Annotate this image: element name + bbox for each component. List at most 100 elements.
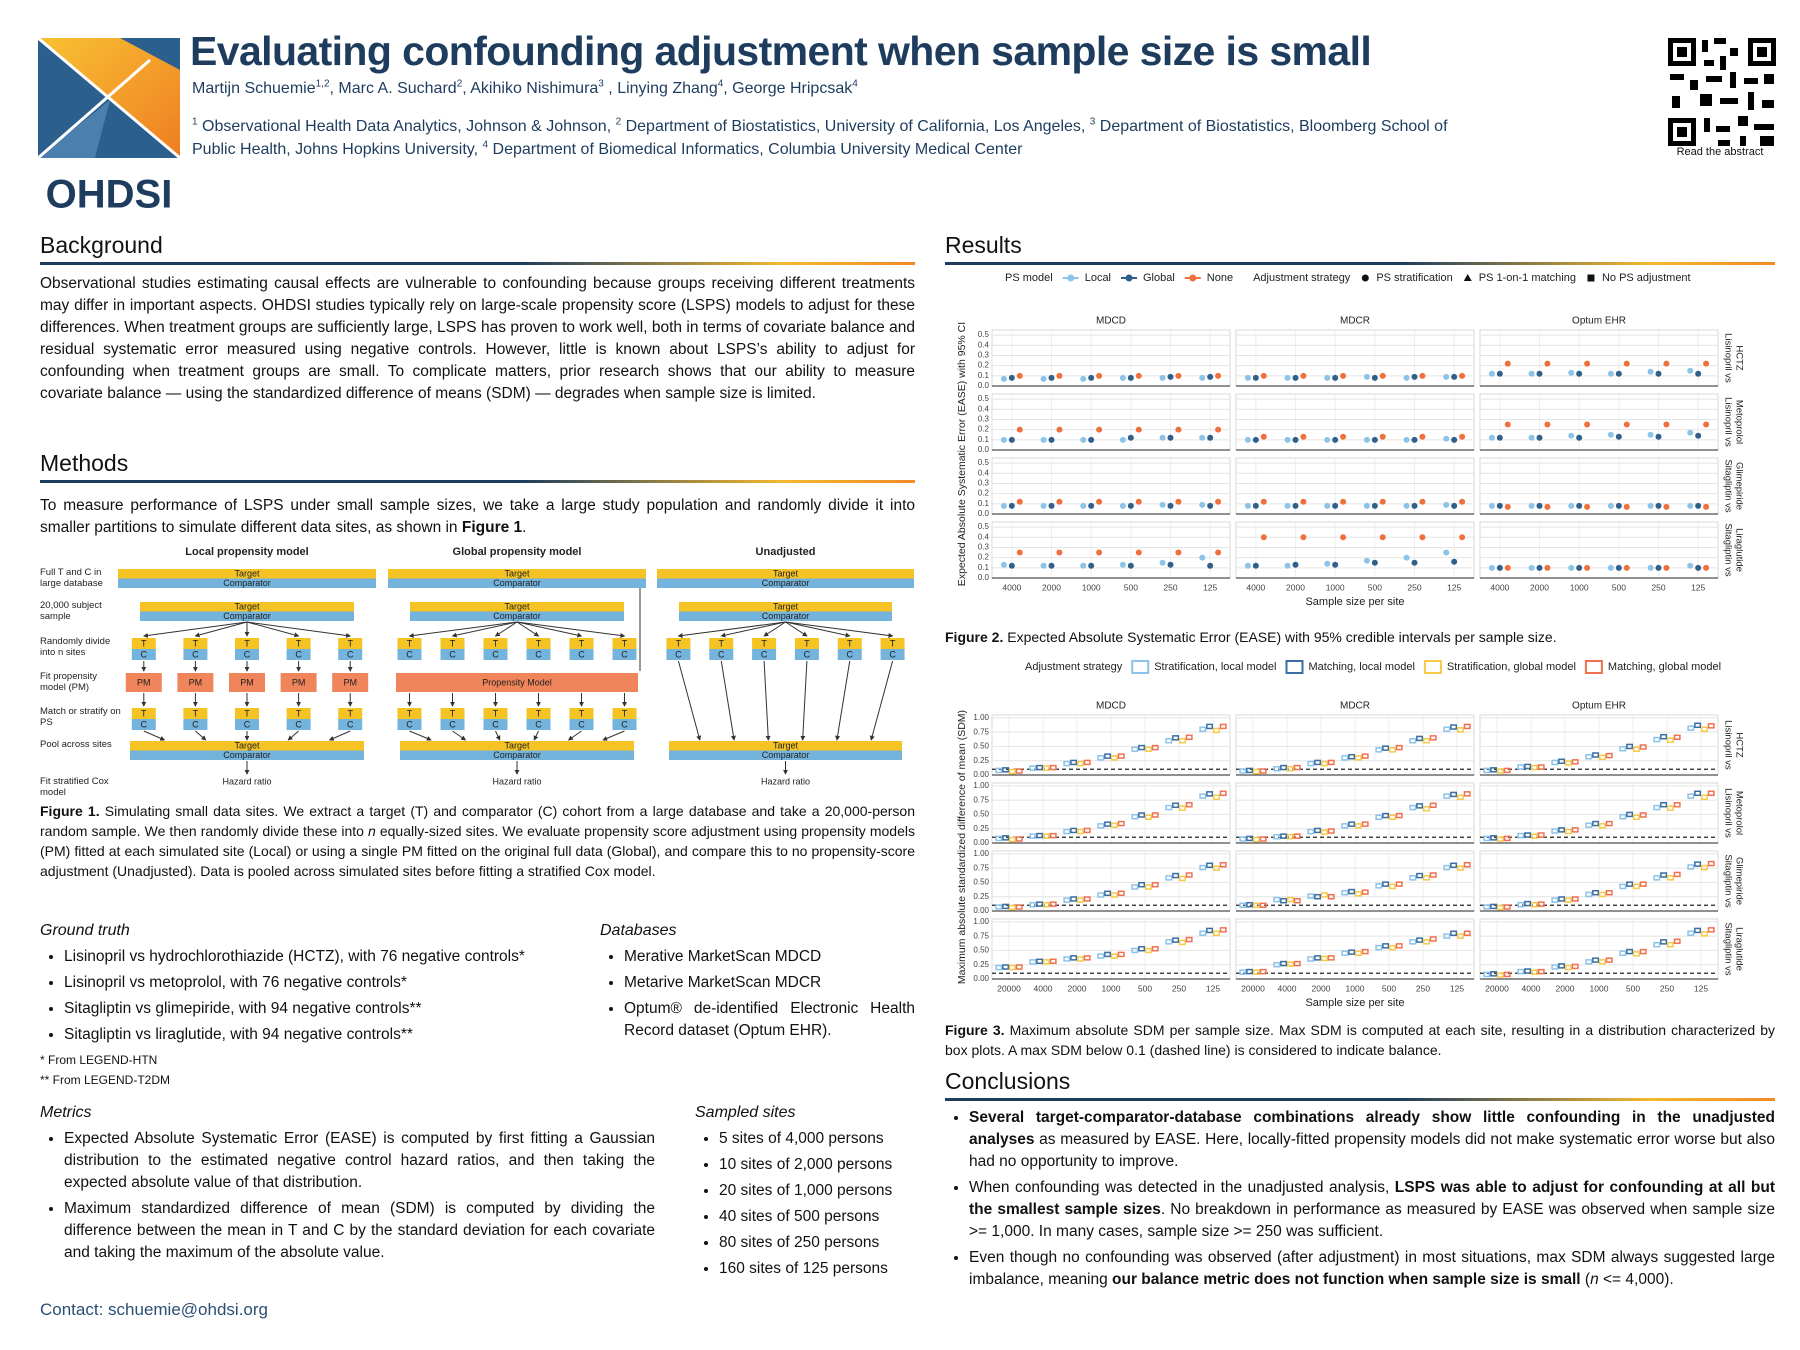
arrow: [408, 621, 518, 638]
box-median: [1450, 791, 1458, 798]
box-median: [1293, 897, 1301, 904]
y-tick-label: 0.5: [978, 522, 990, 531]
point: [1300, 498, 1307, 505]
column-title: MDCD: [1096, 701, 1126, 712]
box-median: [1110, 953, 1118, 959]
box-median: [1673, 938, 1681, 945]
box-median: [1558, 827, 1566, 833]
box-median: [1049, 958, 1057, 965]
box-median: [1517, 832, 1525, 839]
text-run: equally-sized sites. We evaluate propens…: [40, 823, 915, 879]
box-median: [1422, 737, 1430, 744]
legend-shape: [1463, 274, 1472, 281]
box-median: [1463, 791, 1471, 797]
point: [1419, 433, 1426, 440]
point: [1703, 421, 1710, 428]
box-median: [1483, 971, 1491, 978]
box-median: [1626, 811, 1634, 818]
point: [1096, 372, 1103, 379]
box-median: [1151, 744, 1159, 751]
diagram-text: Comparator: [223, 750, 271, 760]
box-median: [1388, 883, 1396, 890]
text-run: Martijn Schuemie: [192, 80, 316, 97]
box-median: [1049, 764, 1057, 771]
affiliations: 1 Observational Health Data Analytics, J…: [192, 115, 1482, 161]
list-item: Optum® de-identified Electronic Health R…: [624, 998, 915, 1042]
conclusions-list: Several target-comparator-database combi…: [945, 1107, 1775, 1291]
diagram-text: C: [847, 649, 854, 659]
box-median: [1524, 900, 1532, 907]
site-comparator: [569, 649, 594, 660]
point: [1215, 372, 1222, 379]
box-median: [1259, 768, 1267, 774]
arrow: [495, 730, 501, 741]
point: [1008, 502, 1015, 509]
site-comparator: [183, 649, 208, 660]
box-median: [1036, 901, 1044, 907]
site-target: [338, 708, 363, 719]
box-median: [1002, 767, 1010, 773]
column-title: MDCR: [1340, 701, 1370, 712]
pm-box: [177, 673, 214, 692]
point: [1332, 502, 1339, 509]
box-median: [1259, 968, 1267, 975]
y-tick-label: 0.50: [973, 946, 989, 955]
text-run: 2: [456, 78, 463, 90]
point: [1048, 436, 1055, 443]
point: [1332, 561, 1339, 568]
box-median: [1076, 760, 1084, 767]
arrow: [246, 621, 300, 638]
arrow: [835, 660, 851, 741]
box-median: [1138, 881, 1146, 888]
box-median: [1551, 897, 1559, 903]
panel: [991, 521, 1231, 579]
box-median: [1341, 950, 1349, 957]
y-tick-label: 0.75: [973, 931, 989, 940]
y-tick-label: 0.50: [973, 742, 989, 751]
diagram-text: T: [761, 638, 767, 648]
box-median: [1694, 861, 1702, 867]
point: [1284, 374, 1291, 381]
site-target: [286, 708, 311, 719]
box-median: [1450, 724, 1458, 730]
point: [1000, 502, 1007, 509]
point: [1252, 436, 1259, 443]
box-median: [1361, 889, 1369, 895]
figure1-caption: Figure 1. Simulating small data sites. W…: [40, 801, 915, 881]
box-median: [1517, 968, 1525, 975]
box-median: [1571, 827, 1579, 833]
box-median: [1639, 744, 1647, 750]
box-median: [1239, 836, 1247, 842]
box-median: [1293, 764, 1301, 771]
box-median: [1660, 939, 1668, 945]
point: [1655, 564, 1662, 571]
box-median: [1639, 812, 1647, 818]
box-median: [1361, 821, 1369, 827]
box-median: [1375, 814, 1383, 821]
y-tick-label: 0.2: [978, 361, 990, 370]
conclusions-section: Conclusions Several target-comparator-da…: [945, 1068, 1775, 1295]
point: [1504, 503, 1511, 510]
target-box: [400, 741, 634, 751]
y-tick-label: 0.5: [978, 458, 990, 467]
results-section: Results: [945, 232, 1775, 265]
target-box: [410, 602, 624, 612]
arrow: [677, 660, 702, 741]
point: [1687, 502, 1694, 509]
diagram-text: C: [492, 719, 499, 729]
point: [1008, 436, 1015, 443]
diagram-text: T: [296, 638, 302, 648]
box-median: [1395, 744, 1403, 751]
box-median: [1199, 864, 1207, 871]
arrow: [763, 660, 771, 741]
box-median: [1530, 901, 1538, 908]
box-median: [1165, 939, 1173, 945]
metrics: Metrics Expected Absolute Systematic Err…: [40, 1104, 655, 1268]
box-median: [1416, 803, 1424, 809]
box-median: [1450, 930, 1458, 937]
diagram-text: PM: [240, 677, 254, 687]
metrics-list: Expected Absolute Systematic Error (EASE…: [40, 1128, 655, 1264]
point: [1300, 372, 1307, 379]
box-median: [1564, 828, 1572, 835]
x-tick-label: 4000: [1246, 582, 1265, 592]
